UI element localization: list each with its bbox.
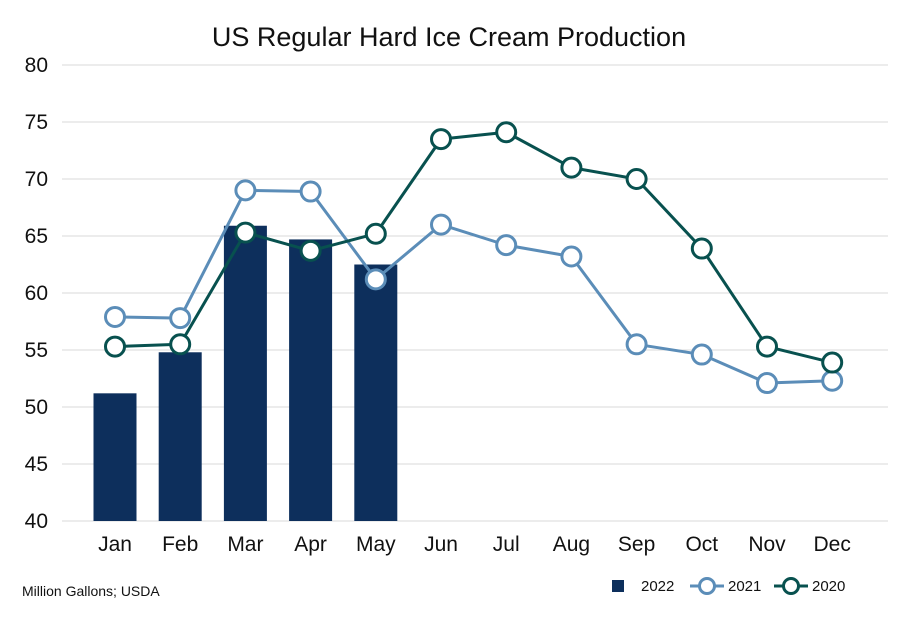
legend-label-2020: 2020 [812,578,845,595]
bar-2022-feb [158,352,202,521]
legend-swatch-2022 [612,580,624,592]
source-note: Million Gallons; USDA [22,583,160,599]
x-tick-label: Dec [814,533,851,556]
point-2021-nov [756,372,778,395]
point-2021-feb [169,307,192,330]
y-tick-label: 55 [25,339,48,362]
bar-2022-jan [93,393,137,521]
legend-label-2021: 2021 [728,578,761,595]
point-2021-jun [430,213,452,236]
line-series-2020 [104,121,844,374]
point-2020-aug [560,156,583,179]
x-tick-label: Nov [748,533,786,556]
bar-2022-mar [223,225,267,522]
point-2020-sep [625,168,648,190]
point-2021-mar [234,179,257,202]
y-tick-label: 40 [25,510,48,533]
point-2020-apr [299,239,322,262]
legend-marker-2020 [782,577,800,595]
legend: 2022 2021 2020 [612,577,845,595]
point-2021-oct [690,343,713,366]
point-2020-may [364,222,387,245]
series-line-2021 [114,188,833,385]
x-tick-label: Jul [493,533,520,556]
x-tick-label: Sep [618,533,655,556]
point-2020-dec [821,351,844,374]
point-2020-jan [104,335,126,358]
x-tick-label: Aug [553,533,590,556]
bar-2022-apr [289,239,333,522]
point-2021-dec [821,369,844,392]
point-2021-may [364,268,387,291]
x-tick-label: Jan [98,533,132,556]
x-tick-label: Mar [227,533,263,556]
point-2021-jul [495,234,518,257]
legend-label-2022: 2022 [641,578,674,595]
point-2021-sep [625,333,648,356]
y-tick-label: 75 [25,111,48,134]
y-tick-label: 70 [25,168,48,191]
line-series-2021 [104,179,844,395]
series-line-2020 [114,130,833,364]
point-2021-jan [104,305,126,328]
y-tick-label: 65 [25,225,48,248]
point-2020-feb [169,333,192,356]
y-tick-label: 45 [25,453,48,476]
x-axis-ticks: Jan Feb Mar Apr May Jun Jul Aug Sep Oct Nov Dec [98,533,851,556]
bar-2022-may [354,264,398,521]
point-2021-aug [560,245,583,268]
point-2020-nov [756,335,778,358]
bar-series-2022 [93,225,398,522]
x-tick-label: May [356,533,396,556]
point-2020-mar [234,221,257,244]
x-tick-label: Apr [294,533,327,556]
point-2020-jul [495,121,518,144]
x-tick-label: Oct [685,533,718,556]
y-tick-label: 60 [25,282,48,305]
chart-title: US Regular Hard Ice Cream Production [212,22,686,52]
legend-marker-2021 [698,577,716,595]
point-2020-oct [690,237,713,260]
y-tick-label: 50 [25,396,48,419]
y-axis-ticks: 40 45 50 55 60 65 70 75 80 [25,54,48,533]
x-tick-label: Feb [162,533,198,556]
point-2021-apr [299,180,322,203]
line-series [104,121,844,395]
y-tick-label: 80 [25,54,48,77]
x-tick-label: Jun [424,533,458,556]
point-2020-jun [430,128,452,151]
